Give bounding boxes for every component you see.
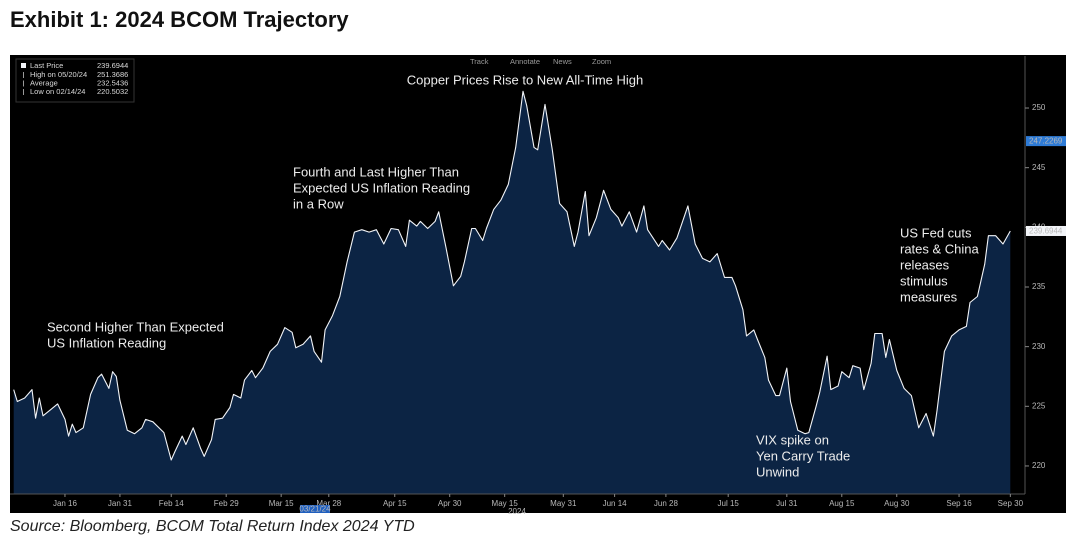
year-label: 2024 [508, 507, 526, 516]
area-fill [13, 91, 1011, 495]
y-tick-label: 245 [1032, 163, 1046, 172]
legend-value: 220.5032 [97, 87, 128, 96]
annotation: Fourth and Last Higher Than [293, 164, 459, 179]
crosshair-date-box [300, 505, 330, 513]
annotation: stimulus [900, 273, 948, 288]
toolbar-button[interactable]: Annotate [510, 57, 540, 66]
legend-label: High on 05/20/24 [30, 70, 87, 79]
legend-value: 232.5436 [97, 78, 128, 87]
x-tick-label: Jan 31 [108, 499, 133, 508]
legend-box: Last Price 239.6944 High on 05/20/24 251.36… [15, 58, 135, 103]
x-tick-label: Sep 16 [946, 499, 972, 508]
x-tick-label: Jan 16 [53, 499, 78, 508]
x-tick-label: May 15 [492, 499, 519, 508]
legend-value: 251.3686 [97, 70, 128, 79]
x-tick-label: Sep 30 [998, 499, 1024, 508]
x-tick-label: May 31 [550, 499, 577, 508]
x-tick-label: Jun 14 [603, 499, 628, 508]
y-tick-label: 220 [1032, 461, 1046, 470]
crosshair-date: 03/21/24 [299, 505, 331, 514]
x-tick-label: Mar 15 [269, 499, 294, 508]
annotation: Copper Prices Rise to New All-Time High [407, 72, 643, 87]
x-tick-label: Jul 31 [776, 499, 798, 508]
annotation: measures [900, 289, 958, 304]
price-line [13, 90, 1011, 461]
value-tag [1026, 136, 1066, 147]
legend-value: 239.6944 [97, 61, 128, 70]
annotation: releases [900, 257, 950, 272]
annotation: US Inflation Reading [47, 335, 166, 350]
annotation: Second Higher Than Expected [47, 319, 224, 334]
x-tick-label: Mar 28 [316, 499, 341, 508]
x-tick-label: Jun 28 [654, 499, 679, 508]
annotation: Yen Carry Trade [756, 448, 850, 463]
y-tick-label: 250 [1032, 103, 1046, 112]
last-price-tag [1026, 225, 1066, 236]
last-price-tag-label: 239.6944 [1029, 227, 1063, 236]
annotation: in a Row [293, 196, 344, 211]
value-tag-label: 247.2269 [1029, 137, 1063, 146]
toolbar-button[interactable]: Zoom [592, 57, 611, 66]
x-tick-label: Apr 30 [438, 499, 462, 508]
toolbar-button[interactable]: Track [470, 57, 489, 66]
legend-swatch [21, 63, 26, 68]
annotation: Expected US Inflation Reading [293, 180, 470, 195]
legend-background [15, 58, 135, 103]
x-tick-label: Apr 15 [383, 499, 407, 508]
source-note: Source: Bloomberg, BCOM Total Return Ind… [10, 518, 415, 535]
legend-label: Last Price [30, 61, 63, 70]
page-title: Exhibit 1: 2024 BCOM Trajectory [10, 7, 349, 32]
x-tick-label: Feb 14 [159, 499, 184, 508]
y-tick-label: 225 [1032, 401, 1046, 410]
annotation: VIX spike on [756, 432, 829, 447]
y-tick-label: 230 [1032, 342, 1046, 351]
annotation: Unwind [756, 464, 799, 479]
legend-label: Average [30, 78, 58, 87]
y-tick-label: 235 [1032, 282, 1046, 291]
annotation: US Fed cuts [900, 225, 972, 240]
x-tick-label: Jul 15 [718, 499, 740, 508]
legend-label: Low on 02/14/24 [30, 87, 85, 96]
x-tick-label: Aug 15 [829, 499, 855, 508]
annotation: rates & China [900, 241, 980, 256]
toolbar-button[interactable]: News [553, 57, 572, 66]
x-tick-label: Feb 29 [214, 499, 239, 508]
x-tick-label: Aug 30 [884, 499, 910, 508]
